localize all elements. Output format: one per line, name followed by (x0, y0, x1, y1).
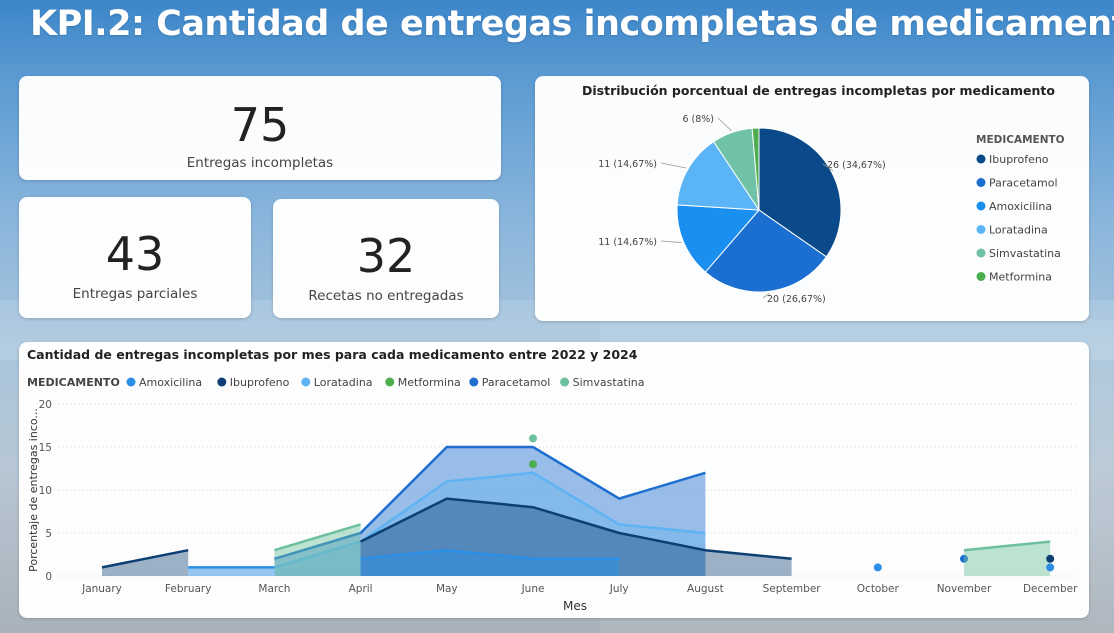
area-paracetamol (274, 447, 706, 576)
kpi-label: Recetas no entregadas (308, 288, 464, 304)
x-axis-label: Mes (563, 599, 587, 613)
pie-slice-paracetamol[interactable] (704, 209, 828, 293)
kpi-value: 32 (356, 229, 416, 283)
y-tick-label: 10 (39, 485, 52, 497)
y-tick-label: 20 (39, 399, 52, 411)
x-tick-label: May (436, 583, 458, 595)
pie-chart: 26 (34,67%) 20 (26,67%) 11 (14,67%) 11 (14,… (598, 114, 1065, 305)
line-ibuprofeno[interactable] (101, 548, 189, 569)
kpi-label: Entregas parciales (72, 286, 198, 302)
area-legend-marker (560, 377, 570, 387)
pie-legend-marker (976, 178, 986, 187)
x-tick-label: July (609, 583, 629, 595)
area-chart: MEDICAMENTO Amoxicilina Ibuprofeno Loratadi… (27, 376, 1078, 613)
pie-legend-marker (976, 248, 986, 258)
line-amoxicilina-2[interactable] (360, 548, 620, 561)
pie-slice-metformina[interactable] (751, 127, 760, 211)
pie-legend-item[interactable]: Simvastatina (989, 247, 1061, 260)
area-chart-title: Cantidad de entregas incompletas por mes… (27, 347, 638, 362)
line-simvastatina[interactable] (963, 540, 1051, 552)
pie-legend-item[interactable]: Ibuprofeno (989, 153, 1049, 166)
pie-legend-marker (976, 154, 986, 164)
kpi-card-total: 75 Entregas incompletas (19, 76, 501, 180)
pie-chart-card: Distribución porcentual de entregas inco… (535, 76, 1089, 321)
pie-data-label: 11 (14,67%) (598, 159, 657, 170)
point-amoxicilina[interactable] (873, 563, 882, 572)
area-simvastatina (964, 541, 1051, 576)
pie-label-leader (717, 117, 732, 131)
area-chart-card: Cantidad de entregas incompletas por mes… (19, 342, 1089, 618)
point-metformina[interactable] (529, 460, 537, 469)
x-tick-label: November (937, 583, 992, 595)
area-legend-item[interactable]: Ibuprofeno (230, 376, 290, 389)
area-legend-item[interactable]: Simvastatina (573, 376, 645, 389)
line-loratadina[interactable] (274, 471, 706, 569)
area-amoxicilina (188, 567, 275, 576)
pie-label-leader (762, 293, 770, 299)
x-tick-label: March (258, 583, 290, 595)
area-legend-title: MEDICAMENTO (27, 376, 120, 389)
kpi-label: Entregas incompletas (186, 155, 334, 171)
area-legend-item[interactable]: Metformina (398, 376, 461, 389)
pie-legend-marker (976, 225, 986, 234)
pie-legend-title: MEDICAMENTO (976, 134, 1065, 146)
x-tick-label: January (81, 583, 122, 595)
pie-label-leader (660, 240, 682, 243)
area-amoxicilina-2 (360, 550, 620, 576)
kpi-value: 75 (230, 98, 290, 152)
line-ibuprofeno[interactable] (360, 497, 792, 561)
page-title: KPI.2: Cantidad de entregas incompletas … (30, 4, 1114, 44)
kpi-card-undelivered: 32 Recetas no entregadas (273, 199, 499, 318)
x-tick-label: December (1023, 583, 1078, 595)
pie-legend-marker (976, 201, 986, 211)
area-legend-marker (301, 377, 311, 387)
y-tick-label: 0 (45, 571, 52, 583)
area-legend-marker (217, 377, 227, 387)
pie-label-leader (822, 163, 834, 172)
pie-data-label: 26 (34,67%) (827, 160, 886, 171)
x-tick-label: September (763, 583, 822, 595)
area-loratadina (274, 472, 706, 576)
pie-legend-item[interactable]: Metformina (989, 271, 1052, 284)
area-ibuprofeno (102, 550, 189, 576)
point-simvastatina[interactable] (529, 434, 537, 443)
pie-slice-ibuprofeno[interactable] (758, 127, 842, 258)
x-tick-label: June (521, 583, 545, 595)
pie-data-label: 6 (8%) (682, 114, 714, 125)
pie-label-leader (660, 162, 687, 169)
kpi-card-partial: 43 Entregas parciales (19, 197, 251, 318)
x-tick-label: April (349, 583, 373, 595)
pie-slice-amoxicilina[interactable] (676, 204, 761, 273)
pie-legend-item[interactable]: Loratadina (989, 224, 1048, 237)
area-legend-item[interactable]: Amoxicilina (139, 376, 202, 389)
x-tick-label: February (165, 583, 212, 595)
pie-chart-title: Distribución porcentual de entregas inco… (582, 83, 1055, 98)
area-legend-marker (469, 377, 479, 387)
line-simvastatina[interactable] (274, 523, 361, 552)
y-tick-label: 15 (39, 442, 52, 454)
point-ibuprofeno[interactable] (1046, 554, 1055, 563)
x-tick-label: August (687, 583, 724, 595)
line-paracetamol[interactable] (274, 445, 706, 560)
point-amoxicilina[interactable] (1046, 563, 1055, 572)
area-legend-marker (385, 377, 395, 387)
pie-legend-item[interactable]: Amoxicilina (989, 200, 1052, 213)
pie-legend-item[interactable]: Paracetamol (989, 177, 1058, 190)
pie-legend-marker (976, 272, 986, 281)
y-tick-label: 5 (45, 528, 52, 540)
x-tick-label: October (857, 583, 900, 595)
pie-data-label: 11 (14,67%) (598, 237, 657, 248)
kpi-value: 43 (105, 227, 165, 281)
pie-slice-loratadina[interactable] (676, 141, 760, 211)
y-axis-label: Porcentaje de entregas inco... (27, 408, 40, 572)
area-simvastatina (274, 524, 361, 576)
area-legend-item[interactable]: Paracetamol (482, 376, 551, 389)
pie-data-label: 20 (26,67%) (767, 294, 826, 305)
area-legend-item[interactable]: Loratadina (314, 376, 373, 389)
area-legend-marker (126, 377, 136, 387)
point-paracetamol[interactable] (960, 554, 968, 563)
